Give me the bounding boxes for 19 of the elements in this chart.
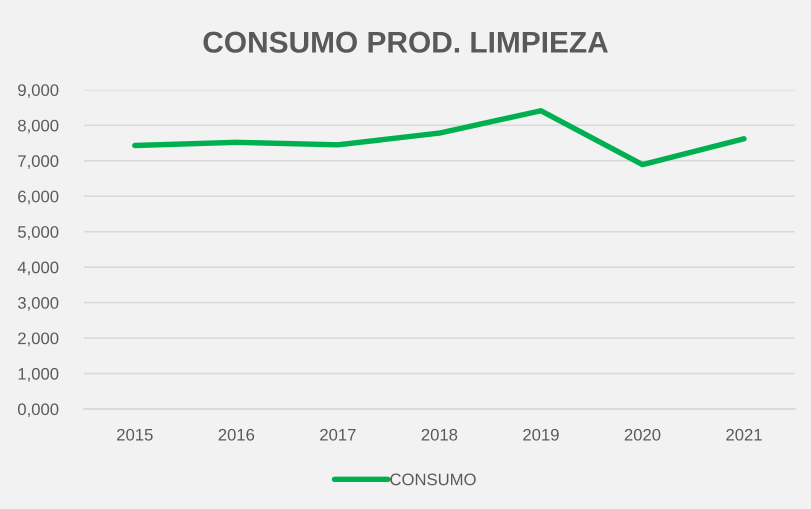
y-tick-label: 1,000	[18, 368, 58, 382]
y-tick-label: 8,000	[18, 120, 58, 134]
x-tick-label: 2019	[523, 428, 559, 441]
chart-title: CONSUMO PROD. LIMPIEZA	[204, 32, 608, 53]
y-tick-label: 2,000	[18, 332, 58, 346]
x-tick-label: 2015	[117, 428, 153, 441]
y-tick-label: 5,000	[18, 226, 58, 240]
y-tick-label: 3,000	[18, 297, 58, 311]
x-tick-label: 2021	[726, 428, 762, 441]
y-tick-label: 0,000	[18, 403, 58, 418]
legend-label: CONSUMO	[390, 474, 476, 486]
x-tick-label: 2017	[320, 428, 356, 441]
x-tick-label: 2016	[218, 428, 254, 441]
y-tick-label: 6,000	[18, 190, 58, 204]
x-tick-label: 2018	[422, 428, 458, 441]
y-tick-label: 7,000	[18, 155, 58, 169]
y-tick-label: 4,000	[18, 262, 58, 276]
y-tick-label: 9,000	[18, 84, 58, 98]
x-tick-label: 2020	[624, 428, 660, 441]
